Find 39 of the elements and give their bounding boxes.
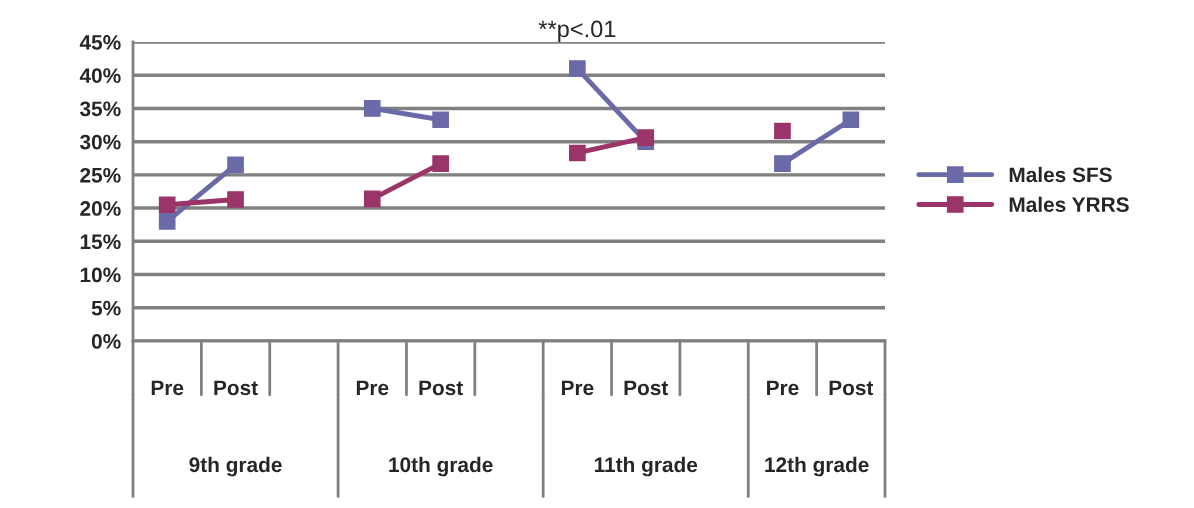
x-tick-label: Post (624, 380, 669, 396)
x-tick-label: Pre (151, 380, 184, 396)
y-tick-label: 25% (80, 167, 121, 183)
point (158, 213, 176, 230)
point (569, 60, 586, 77)
point (432, 155, 449, 172)
text: 11th grade (594, 456, 698, 477)
y-tick-label: 15% (80, 234, 121, 250)
y-tick-label: 20% (80, 201, 121, 216)
point (363, 100, 381, 117)
x-tick-label: Pre (356, 380, 389, 396)
y-tick-label: 30% (79, 134, 121, 150)
point (227, 191, 244, 208)
point (774, 155, 791, 172)
x-tick-label: Pre (767, 380, 799, 396)
legend-label: Males YRRS (1009, 196, 1129, 213)
y-tick-label: 35% (79, 101, 121, 117)
y-tick-label: 40% (79, 68, 121, 83)
legend-label: Males SFS (1009, 166, 1112, 183)
annotation: **p<.01 (538, 20, 616, 42)
point (569, 144, 586, 162)
text: 12th grade (765, 456, 869, 477)
y-tick-label: 5% (91, 300, 121, 316)
point (158, 196, 176, 214)
point (774, 122, 791, 140)
point (227, 156, 244, 174)
point (432, 111, 449, 129)
y-tick-label: 10% (80, 267, 121, 283)
x-tick-label: Post (214, 380, 258, 396)
y-tick-label: 0% (91, 334, 121, 349)
x-tick-label: Post (829, 380, 874, 396)
point (842, 111, 860, 129)
text: 10th grade (389, 456, 493, 477)
x-tick-label: Post (419, 380, 463, 396)
point (363, 190, 381, 208)
text: 9th grade (189, 456, 282, 477)
point (637, 129, 655, 147)
y-tick-label: 45% (79, 35, 121, 50)
x-tick-label: Pre (561, 380, 594, 396)
